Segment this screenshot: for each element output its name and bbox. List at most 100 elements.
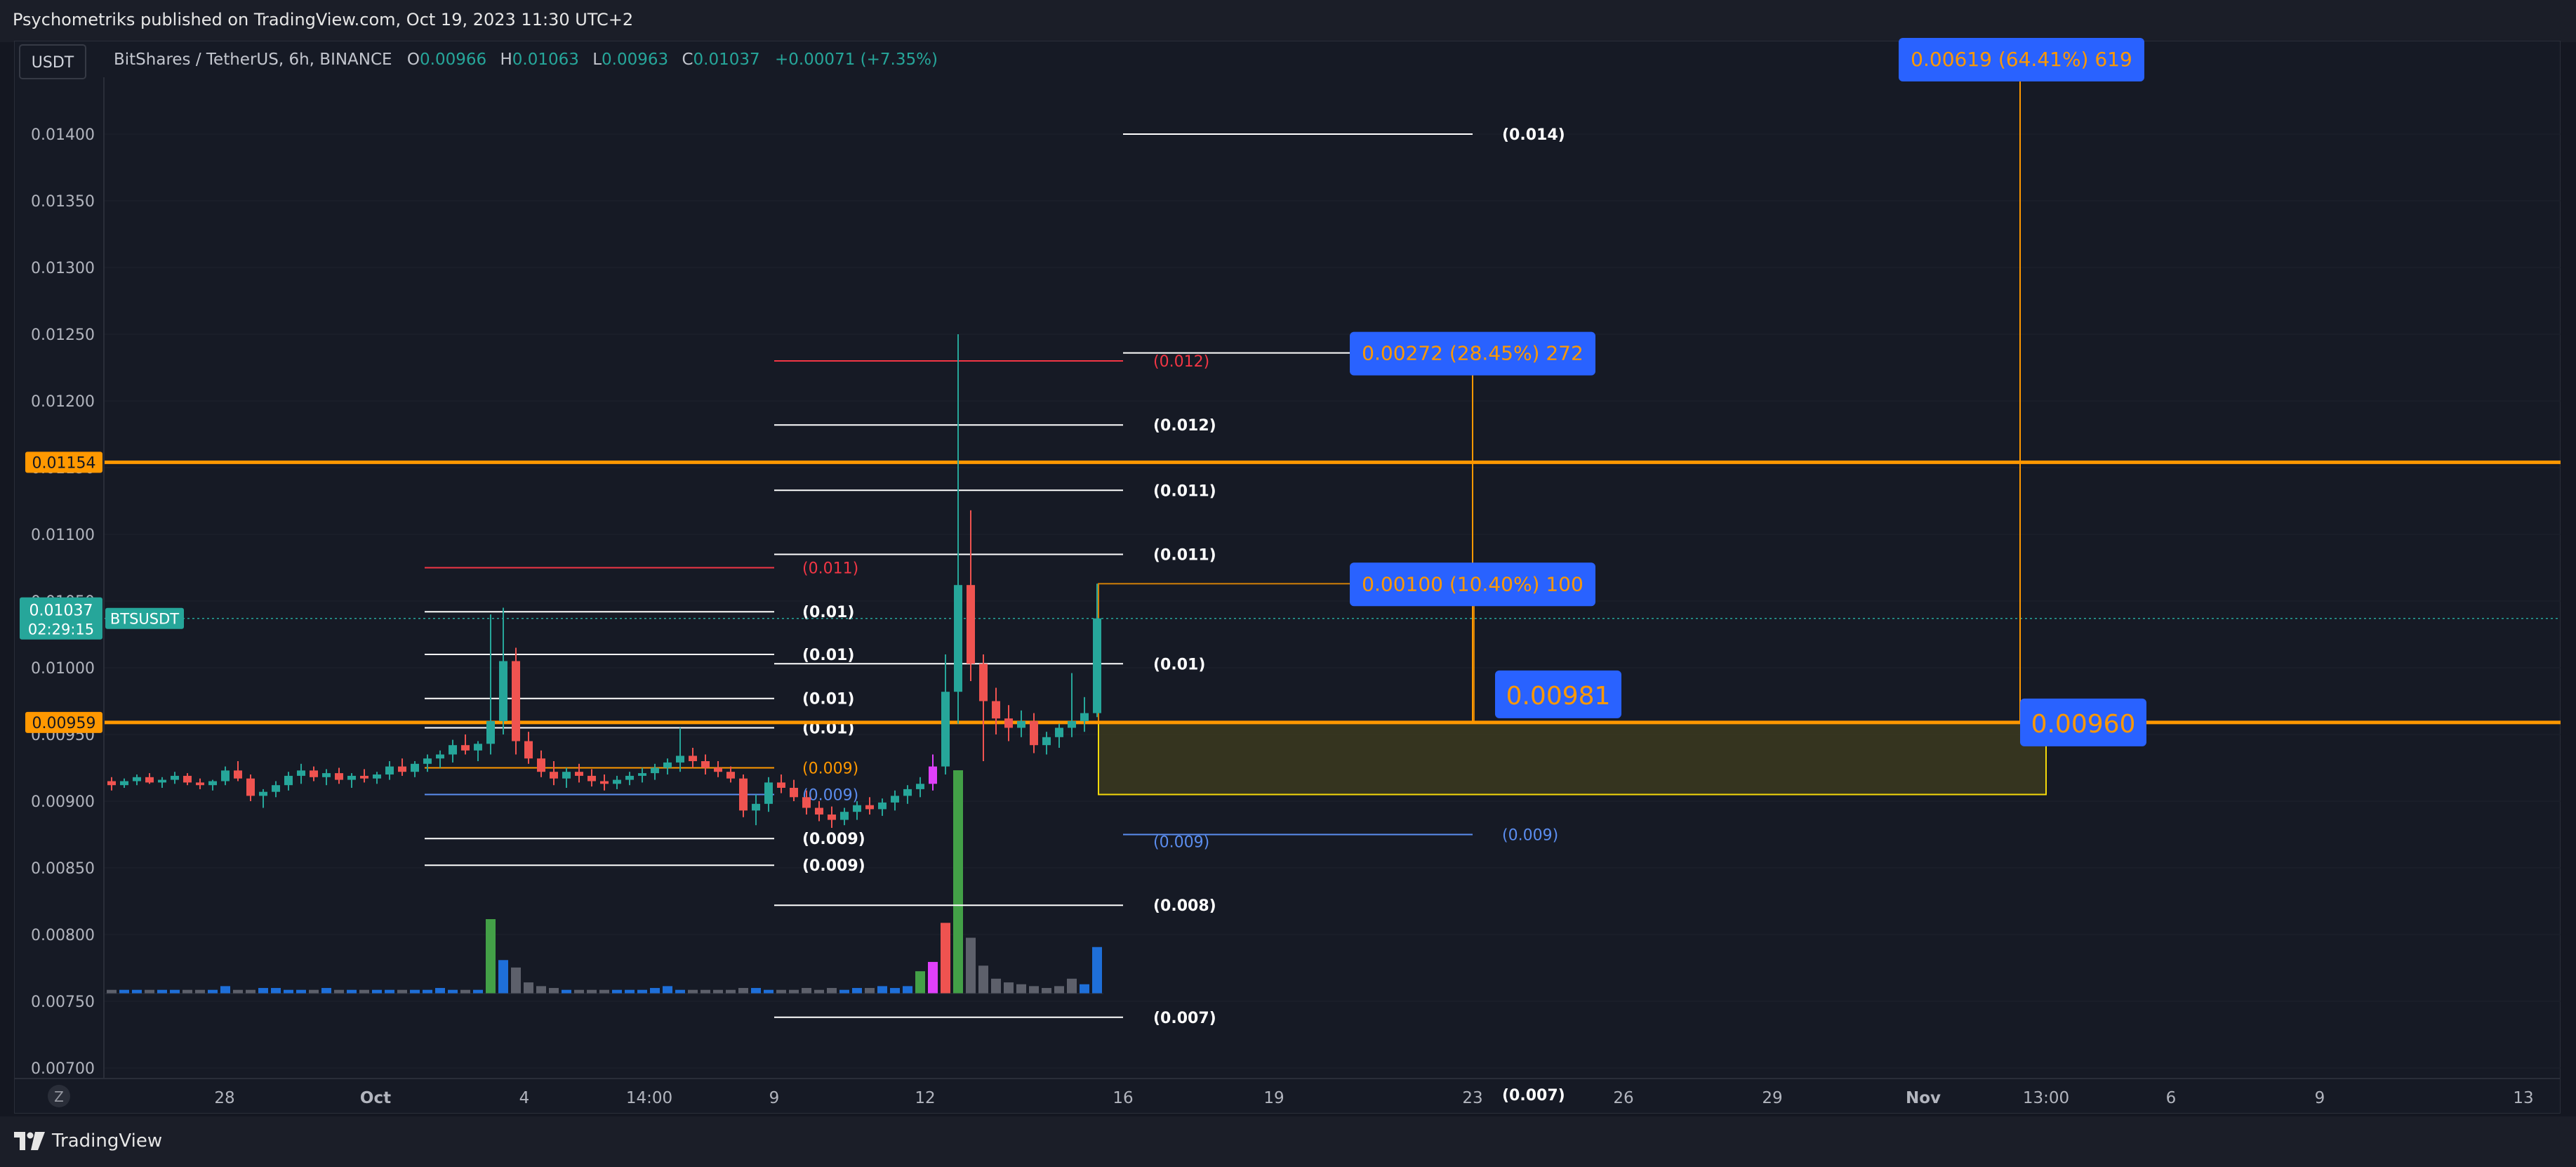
candle-body xyxy=(954,585,962,692)
volume-bar xyxy=(978,965,988,994)
volume-bar xyxy=(814,989,824,994)
x-tick-label: Nov xyxy=(1906,1089,1941,1107)
fib-right-label: (0.007) xyxy=(1502,1087,1565,1105)
candle-body xyxy=(272,785,280,792)
candle-body xyxy=(297,770,305,776)
volume-bar xyxy=(1067,978,1077,994)
x-tick-label: 26 xyxy=(1613,1089,1633,1107)
volume-bar xyxy=(498,960,508,994)
volume-bar xyxy=(713,989,723,994)
candle-body xyxy=(550,772,558,779)
x-tick-label: 16 xyxy=(1113,1089,1133,1107)
volume-bar xyxy=(587,989,597,994)
volume-bar xyxy=(625,989,635,994)
volume-bar xyxy=(372,989,382,994)
x-tick-label: 9 xyxy=(2315,1089,2325,1107)
candle-body xyxy=(903,789,912,796)
y-tick-label: 0.00850 xyxy=(31,860,95,878)
volume-bar xyxy=(726,989,736,994)
volume-bar xyxy=(296,989,306,994)
tradingview-logo-icon xyxy=(14,1132,45,1150)
volume-bar xyxy=(928,961,938,994)
legend-h-label: H xyxy=(500,51,512,69)
candle-body xyxy=(587,775,596,782)
price-badge xyxy=(25,451,102,473)
price-label-text: 0.00960 xyxy=(2031,710,2136,739)
fib-left-label: (0.009) xyxy=(802,787,858,805)
candle-body xyxy=(726,772,735,779)
volume-bar xyxy=(460,989,470,994)
volume-bar xyxy=(953,770,963,994)
volume-bar xyxy=(802,988,811,994)
candle-body xyxy=(739,778,748,811)
candle-body xyxy=(234,770,242,779)
volume-bar xyxy=(448,989,458,994)
candle-body xyxy=(600,781,609,784)
volume-bar xyxy=(827,988,837,994)
volume-bar xyxy=(738,988,748,994)
volume-bar xyxy=(208,989,218,994)
last-price-text: 0.01037 xyxy=(29,602,93,620)
candle-body xyxy=(929,766,937,784)
fib-left-label: (0.01) xyxy=(802,691,854,708)
volume-bar xyxy=(701,989,710,994)
tradingview-brand-name: TradingView xyxy=(52,1130,163,1152)
volume-bar xyxy=(852,988,862,994)
legend-change: +0.00071 (+7.35%) xyxy=(775,51,938,69)
fib-right-label: (0.008) xyxy=(1153,897,1216,915)
volume-bar xyxy=(1004,982,1014,994)
volume-bar xyxy=(776,989,786,994)
candle-body xyxy=(941,692,950,767)
candle-body xyxy=(1068,721,1076,728)
zone-layer xyxy=(1098,721,2047,796)
y-axis: 0.01400 0.01350 0.01300 0.01250 0.01200 0.011… xyxy=(31,77,105,1079)
candle-body xyxy=(347,775,356,780)
candle-body xyxy=(651,767,659,774)
fib-left-label: (0.009) xyxy=(802,760,858,778)
x-tick-label: 12 xyxy=(915,1089,935,1107)
chart-svg[interactable]: (0.011) (0.01) (0.01) (0.01) (0.01) (0.009) (0… xyxy=(0,0,2576,1116)
measure-label-text: 0.00272 (28.45%) 272 xyxy=(1362,342,1584,365)
currency-button[interactable]: USDT xyxy=(19,44,86,79)
y-tick-label: 0.01400 xyxy=(31,126,95,144)
tradingview-brand[interactable]: TradingView xyxy=(14,1130,162,1152)
x-tick-label: 13 xyxy=(2513,1089,2533,1107)
candle-body xyxy=(752,803,760,811)
volume-bar xyxy=(903,986,912,994)
currency-button-label: USDT xyxy=(32,54,74,72)
candle-body xyxy=(1093,618,1101,713)
volume-bar xyxy=(271,988,281,994)
volume-bar xyxy=(119,989,129,994)
candle-body xyxy=(246,778,255,796)
volume-bar xyxy=(157,989,167,994)
price-badge-text: 0.01154 xyxy=(32,454,96,472)
candle-body xyxy=(259,791,267,796)
volume-bar xyxy=(574,989,584,994)
volume-bar xyxy=(1016,984,1026,994)
horizontal-lines-layer xyxy=(104,460,2561,725)
candle-body xyxy=(790,788,798,798)
candle-body xyxy=(1042,737,1051,746)
z-button-label: Z xyxy=(54,1088,64,1105)
volume-bar xyxy=(511,967,521,994)
candle-body xyxy=(411,763,419,772)
volume-bar xyxy=(549,988,559,994)
volume-bar xyxy=(486,919,496,994)
volume-bar xyxy=(397,989,407,994)
legend: BitShares / TetherUS, 6h, BINANCE O0.009… xyxy=(114,51,938,69)
x-tick-label: 14:00 xyxy=(626,1089,672,1107)
fib-left-label: (0.01) xyxy=(802,604,854,621)
candle-body xyxy=(486,721,495,744)
volume-bar xyxy=(1054,986,1064,994)
candle-body xyxy=(423,758,432,764)
volume-bar xyxy=(182,989,192,994)
x-tick-label: 23 xyxy=(1462,1089,1482,1107)
x-tick-label: 4 xyxy=(519,1089,530,1107)
volume-bar xyxy=(751,988,761,994)
measure-label-text: 0.00619 (64.41%) 619 xyxy=(1911,48,2132,71)
candle-body xyxy=(714,767,722,772)
volume-bar xyxy=(220,986,230,994)
candle-body xyxy=(777,782,785,788)
z-button[interactable]: Z xyxy=(48,1085,70,1107)
